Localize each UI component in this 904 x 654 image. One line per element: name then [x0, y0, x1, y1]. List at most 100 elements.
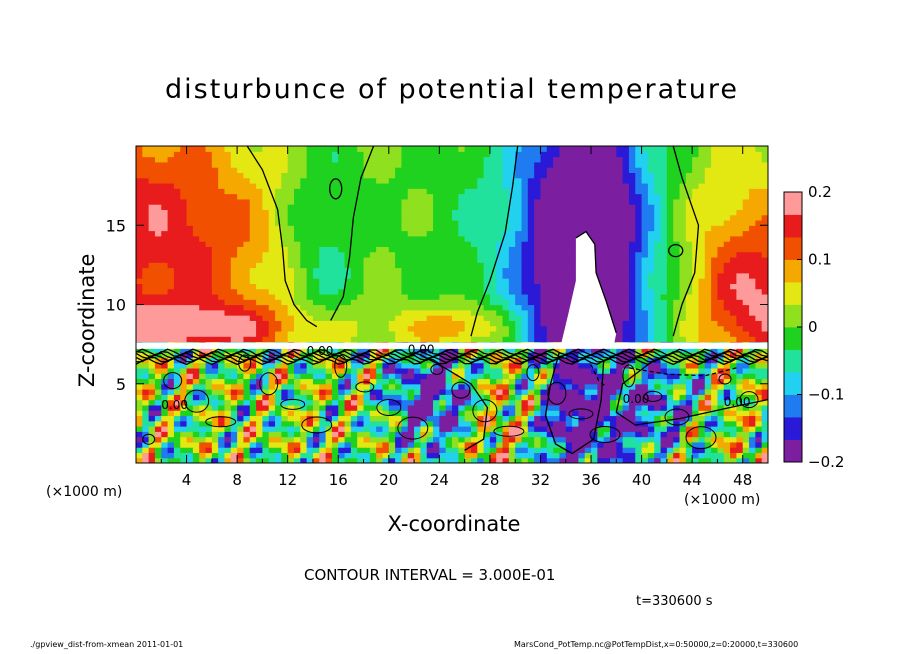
field-cell	[483, 441, 491, 448]
field-cell	[180, 404, 188, 411]
field-cell	[477, 293, 485, 300]
field-cell	[496, 283, 504, 290]
field-cell	[382, 389, 390, 395]
field-cell	[464, 272, 472, 279]
field-cell	[628, 193, 636, 200]
field-cell	[249, 156, 257, 163]
field-cell	[515, 161, 523, 168]
field-cell	[470, 193, 478, 200]
field-cell	[376, 441, 384, 448]
field-cell	[515, 346, 523, 353]
field-cell	[256, 225, 263, 232]
field-cell	[249, 209, 257, 216]
field-cell	[294, 394, 301, 401]
field-cell	[470, 214, 478, 221]
field-cell	[306, 267, 314, 274]
field-cell	[534, 198, 542, 205]
field-cell	[565, 177, 573, 184]
field-cell	[527, 214, 535, 221]
field-cell	[420, 404, 428, 411]
field-cell	[445, 431, 453, 438]
field-cell	[161, 146, 169, 152]
field-cell	[414, 315, 421, 321]
field-cell	[382, 394, 390, 401]
field-cell	[426, 325, 434, 332]
field-cell	[452, 146, 459, 152]
field-cell	[161, 389, 169, 395]
field-cell	[167, 241, 175, 247]
field-cell	[445, 235, 453, 242]
field-cell	[173, 293, 181, 300]
field-cell	[186, 161, 194, 168]
field-cell	[237, 346, 245, 353]
field-cell	[527, 330, 535, 337]
field-cell	[249, 436, 257, 443]
field-cell	[559, 441, 567, 448]
field-cell	[230, 283, 238, 290]
field-cell	[527, 415, 535, 422]
field-cell	[483, 156, 491, 163]
field-cell	[287, 235, 295, 242]
field-cell	[641, 262, 649, 269]
field-cell	[521, 156, 529, 163]
field-cell	[161, 362, 169, 369]
field-cell	[534, 394, 542, 401]
field-cell	[603, 241, 611, 247]
field-cell	[426, 383, 434, 390]
field-cell	[452, 389, 459, 395]
field-cell	[218, 415, 226, 422]
field-cell	[464, 420, 472, 427]
field-cell	[395, 283, 403, 290]
field-cell	[534, 399, 542, 406]
field-cell	[458, 235, 466, 242]
field-cell	[433, 320, 440, 327]
field-cell	[502, 167, 510, 174]
field-cell	[521, 383, 529, 390]
field-cell	[654, 283, 662, 290]
field-cell	[331, 373, 339, 380]
field-cell	[470, 246, 478, 253]
field-cell	[445, 457, 453, 463]
field-cell	[439, 219, 447, 226]
field-cell	[433, 389, 440, 395]
field-cell	[357, 230, 365, 237]
field-cell	[312, 256, 320, 263]
field-cell	[224, 336, 232, 343]
field-cell	[199, 246, 207, 253]
field-cell	[306, 415, 314, 422]
field-cell	[407, 378, 415, 385]
field-cell	[319, 278, 327, 284]
field-cell	[249, 404, 257, 411]
field-cell	[294, 304, 301, 311]
field-cell	[275, 161, 282, 168]
field-cell	[553, 262, 561, 269]
field-cell	[237, 404, 245, 411]
field-cell	[173, 336, 181, 343]
field-cell	[319, 330, 327, 337]
field-cell	[559, 161, 567, 168]
field-cell	[186, 378, 194, 385]
field-cell	[622, 399, 630, 406]
field-cell	[483, 367, 491, 374]
field-cell	[433, 214, 440, 221]
field-cell	[338, 304, 346, 311]
field-cell	[224, 293, 232, 300]
field-cell	[628, 146, 636, 152]
field-cell	[628, 188, 636, 195]
field-cell	[483, 389, 491, 395]
field-cell	[572, 373, 579, 380]
field-cell	[591, 172, 598, 179]
field-cell	[173, 410, 181, 417]
field-cell	[445, 272, 453, 279]
field-cell	[527, 367, 535, 374]
field-cell	[483, 357, 491, 364]
field-cell	[534, 204, 542, 210]
field-cell	[660, 404, 668, 411]
field-cell	[565, 447, 573, 454]
field-cell	[142, 188, 150, 195]
field-cell	[218, 293, 226, 300]
field-cell	[489, 436, 497, 443]
field-cell	[325, 415, 333, 422]
field-cell	[407, 283, 415, 290]
field-cell	[344, 362, 352, 369]
